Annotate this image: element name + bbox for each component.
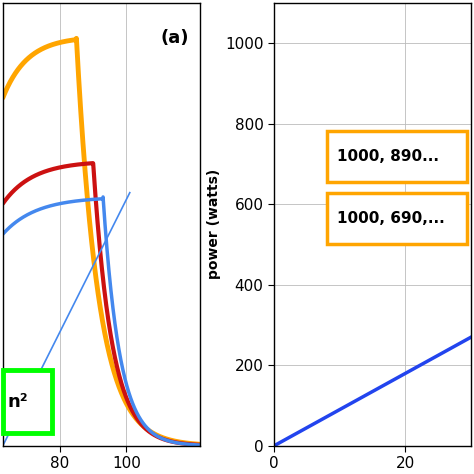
FancyBboxPatch shape <box>327 131 467 182</box>
Text: 1000, 890...: 1000, 890... <box>337 149 439 164</box>
Y-axis label: power (watts): power (watts) <box>207 169 221 279</box>
Text: 1000, 690,...: 1000, 690,... <box>337 211 445 226</box>
FancyBboxPatch shape <box>327 193 467 244</box>
Text: n²: n² <box>8 392 28 410</box>
Text: (a): (a) <box>161 29 189 47</box>
FancyBboxPatch shape <box>3 371 52 432</box>
